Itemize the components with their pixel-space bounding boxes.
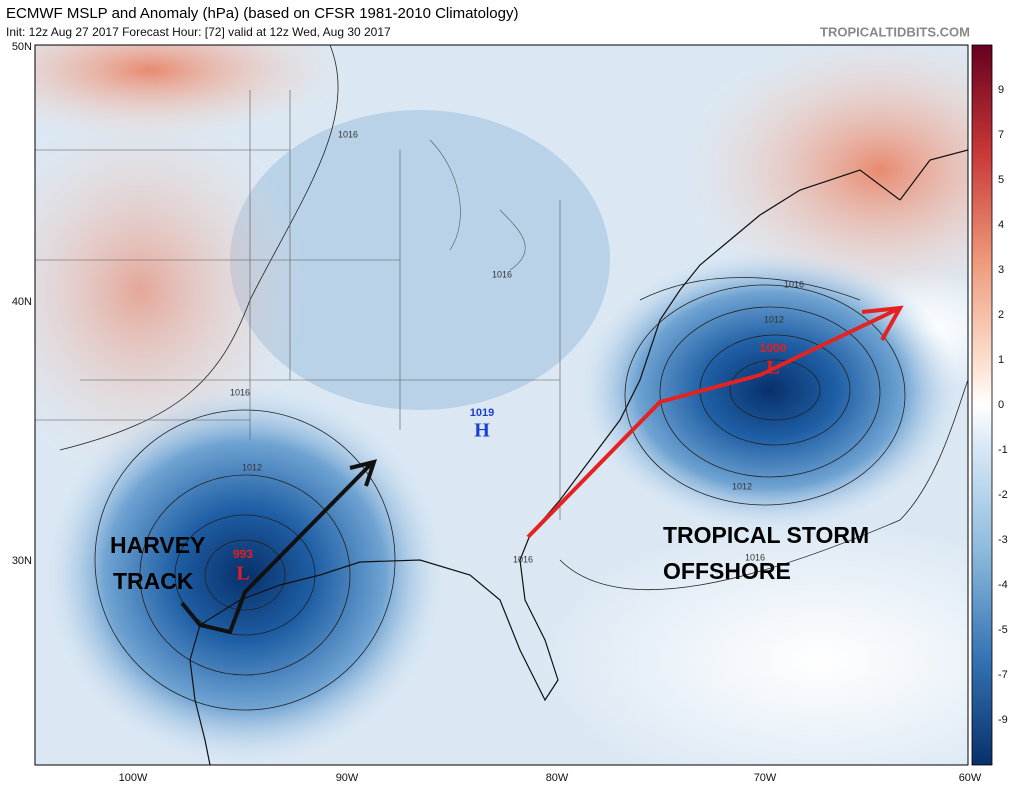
center-letter: H	[474, 420, 490, 442]
center-pressure: 993	[233, 547, 253, 561]
isobar-labels: 1016 1016 1016 1012 1016 1012 1016 1012 …	[230, 129, 804, 564]
coastline	[759, 149, 968, 216]
label: 1016	[513, 554, 533, 564]
latitude-labels: 50N 40N 30N	[12, 41, 32, 567]
colorbar-label: 2	[998, 309, 1004, 321]
colorbar-label: -2	[998, 489, 1008, 501]
label: 1012	[242, 462, 262, 472]
title: ECMWF MSLP and Anomaly (hPa) (based on C…	[6, 5, 518, 22]
anomaly	[540, 520, 968, 765]
colorbar-label: -7	[998, 669, 1008, 681]
label: HARVEY	[110, 532, 205, 558]
label: 1012	[764, 314, 784, 324]
colorbar-label: -5	[998, 624, 1008, 636]
colorbar-label: -1	[998, 444, 1008, 456]
harvey-track	[180, 461, 374, 635]
isobars	[59, 45, 968, 711]
label: 80W	[546, 772, 569, 784]
anomaly	[680, 45, 968, 310]
label: 1016	[492, 269, 512, 279]
label: 1016	[784, 279, 804, 289]
label: OFFSHORE	[663, 558, 791, 584]
label: 1016	[230, 387, 250, 397]
colorbar-label: 0	[998, 399, 1004, 411]
center-pressure: 1019	[470, 407, 494, 419]
label: 1016	[745, 552, 765, 562]
label: TROPICAL STORM	[663, 522, 869, 548]
colorbar-label: 9	[998, 84, 1004, 96]
label: 1016	[338, 129, 358, 139]
storm-track	[526, 306, 901, 539]
colorbar-label: 4	[998, 219, 1004, 231]
label: 40N	[12, 296, 32, 308]
arrow-head	[349, 459, 378, 487]
center-pressure: 1000	[760, 341, 787, 355]
anomaly	[35, 100, 310, 480]
colorbar-label: 7	[998, 129, 1004, 141]
borders	[35, 90, 561, 520]
label: 100W	[119, 772, 148, 784]
label: 60W	[959, 772, 982, 784]
colorbar-label: 5	[998, 174, 1004, 186]
annotations: HARVEY TRACK TROPICAL STORM OFFSHORE	[110, 522, 869, 594]
pressure-centers: 1019 H 993 L 1000 L	[233, 341, 787, 584]
label: TRACK	[113, 568, 194, 594]
low-anomaly	[580, 250, 960, 530]
low-anomaly	[45, 385, 445, 765]
longitude-labels: 100W 90W 80W 70W 60W	[119, 772, 982, 784]
anomaly	[230, 110, 610, 410]
subtitle: Init: 12z Aug 27 2017 Forecast Hour: [72…	[6, 25, 391, 39]
colorbar-label: -3	[998, 534, 1008, 546]
arrow-head	[861, 305, 904, 341]
colorbar-label: 3	[998, 264, 1004, 276]
map-frame	[34, 44, 969, 766]
colorbar-labels: 9 7 5 4 3 2 1 0 -1 -2 -3 -4 -5 -7 -9	[998, 84, 1008, 726]
coastline	[189, 214, 761, 765]
track-arrows	[180, 305, 904, 635]
center-letter: L	[236, 563, 249, 585]
colorbar	[971, 44, 993, 766]
colorbar-label: -4	[998, 579, 1008, 591]
label: 50N	[12, 41, 32, 53]
site-credit: TROPICALTIDBITS.COM	[820, 24, 970, 39]
label: 1012	[732, 481, 752, 491]
label: 90W	[336, 772, 359, 784]
colorbar-label: 1	[998, 354, 1004, 366]
colorbar-label: -9	[998, 714, 1008, 726]
label: 70W	[754, 772, 777, 784]
label: 30N	[12, 555, 32, 567]
